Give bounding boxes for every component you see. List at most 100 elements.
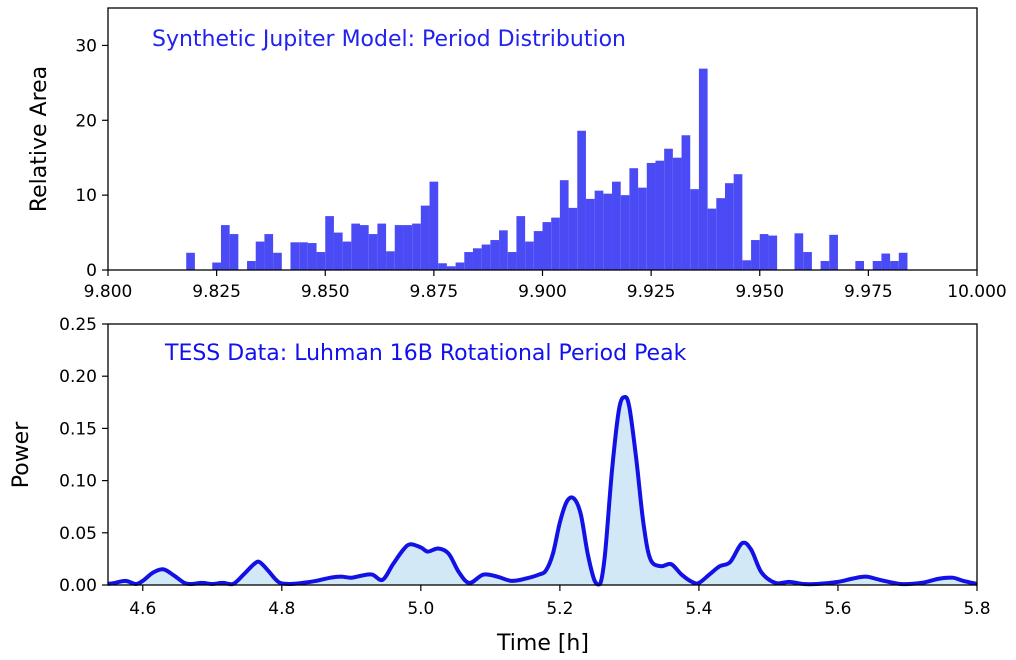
histogram-bar [307,243,317,270]
histogram-bar [464,252,473,270]
histogram-y-tick-label: 0 [86,261,97,281]
power-x-tick-label: 4.8 [268,599,295,619]
histogram-bar [872,261,882,270]
power-x-tick-label: 5.0 [407,599,434,619]
histogram-y-ticks: 0 10 20 30 [75,36,108,281]
histogram-bar [490,240,500,270]
power-x-ticks: 4.6 4.8 5.0 5.2 5.4 5.6 5.8 [129,585,991,619]
histogram-x-tick-label: 9.825 [192,282,241,302]
power-y-tick-label: 0.15 [59,419,97,439]
histogram-bar [516,216,526,270]
histogram-bar [742,260,752,270]
histogram-bar [386,251,395,270]
histogram-bars [186,68,908,271]
histogram-bar [568,207,578,270]
histogram-bar [420,205,430,270]
histogram-title: Synthetic Jupiter Model: Period Distribu… [152,27,626,52]
histogram-bar [481,244,491,270]
histogram-x-tick-label: 10.000 [947,282,1006,302]
histogram-bar [273,252,282,270]
power-title: TESS Data: Luhman 16B Rotational Period … [164,341,687,366]
power-y-ticks: 0.00 0.05 0.10 0.15 0.20 0.25 [59,315,108,596]
histogram-bar [672,157,682,270]
histogram-bar [342,241,352,270]
histogram-x-tick-label: 9.900 [518,282,567,302]
histogram-bar [212,262,221,270]
histogram-bar [455,262,465,270]
histogram-bar [542,222,552,270]
histogram-bar [898,252,908,270]
histogram-bar [646,162,656,270]
histogram-bar [247,261,256,270]
histogram-bar [377,223,387,270]
histogram-bar [655,160,665,270]
histogram-bar [186,252,195,270]
power-x-axis-label: Time [h] [496,631,589,656]
power-y-tick-label: 0.00 [59,576,97,596]
histogram-x-tick-label: 9.850 [301,282,350,302]
histogram-bar [255,241,265,270]
histogram-bar [403,225,413,270]
histogram-bar [559,180,569,270]
power-y-tick-label: 0.25 [59,315,97,335]
power-y-tick-label: 0.10 [59,472,97,492]
histogram-bar [698,68,708,271]
power-x-tick-label: 5.6 [824,599,851,619]
power-spectrum-chart: 4.6 4.8 5.0 5.2 5.4 5.6 5.8 0.000.050.100.150.… [9,315,991,656]
histogram-x-ticks: 9.800 9.825 9.850 9.875 9.900 9.925 9.950 9.975… [84,270,1007,302]
histogram-bar [394,225,404,270]
histogram-y-tick-label: 30 [75,36,97,56]
histogram-bar [525,241,534,270]
histogram-bar [438,263,447,270]
histogram-bar [446,266,456,270]
histogram-bar [499,230,508,270]
histogram-bar [412,223,421,270]
histogram-bar [333,232,343,270]
histogram-bar [299,242,308,270]
power-plot-frame [107,323,978,586]
histogram-bar [577,130,586,270]
histogram-bar [360,225,369,270]
histogram-bar [629,168,639,270]
histogram-bar [325,216,334,270]
histogram-x-tick-label: 9.975 [844,282,893,302]
power-x-tick-label: 5.4 [685,599,712,619]
histogram-bar [351,223,361,270]
histogram-bar [220,225,230,270]
histogram-bar [368,234,378,270]
power-area-fill [108,397,977,585]
histogram-bar [724,183,734,270]
histogram-bar [638,187,647,270]
histogram-bar [803,252,812,270]
histogram-bar [829,234,838,270]
histogram-bar [794,233,804,270]
histogram-bar [472,248,482,270]
histogram-bar [881,253,891,270]
histogram-bar [890,261,899,270]
histogram-bar [533,231,543,270]
power-y-axis-label: Power [9,421,34,488]
histogram-x-tick-label: 9.925 [627,282,676,302]
histogram-bar [264,234,274,270]
histogram-bar [681,135,691,270]
histogram-y-tick-label: 10 [75,186,97,206]
histogram-bar [768,235,778,270]
histogram-bar [759,234,769,270]
histogram-bar [716,198,725,270]
histogram-bar [229,234,239,270]
histogram-bar [855,261,865,270]
histogram-x-tick-label: 9.950 [735,282,784,302]
histogram-bar [594,190,604,270]
power-y-tick-label: 0.20 [59,367,97,387]
histogram-bar [820,261,830,270]
histogram-bar [429,181,439,270]
histogram-bar [612,181,621,270]
power-y-tick-label: 0.05 [59,524,97,544]
power-x-tick-label: 4.6 [129,599,156,619]
histogram-y-tick-label: 20 [75,111,97,131]
histogram-y-axis-label: Relative Area [27,66,52,212]
histogram-bar [620,195,630,270]
histogram-chart: 9.800 9.825 9.850 9.875 9.900 9.925 9.950 9.975… [27,7,1007,302]
histogram-bar [751,240,760,270]
power-x-tick-label: 5.2 [546,599,573,619]
